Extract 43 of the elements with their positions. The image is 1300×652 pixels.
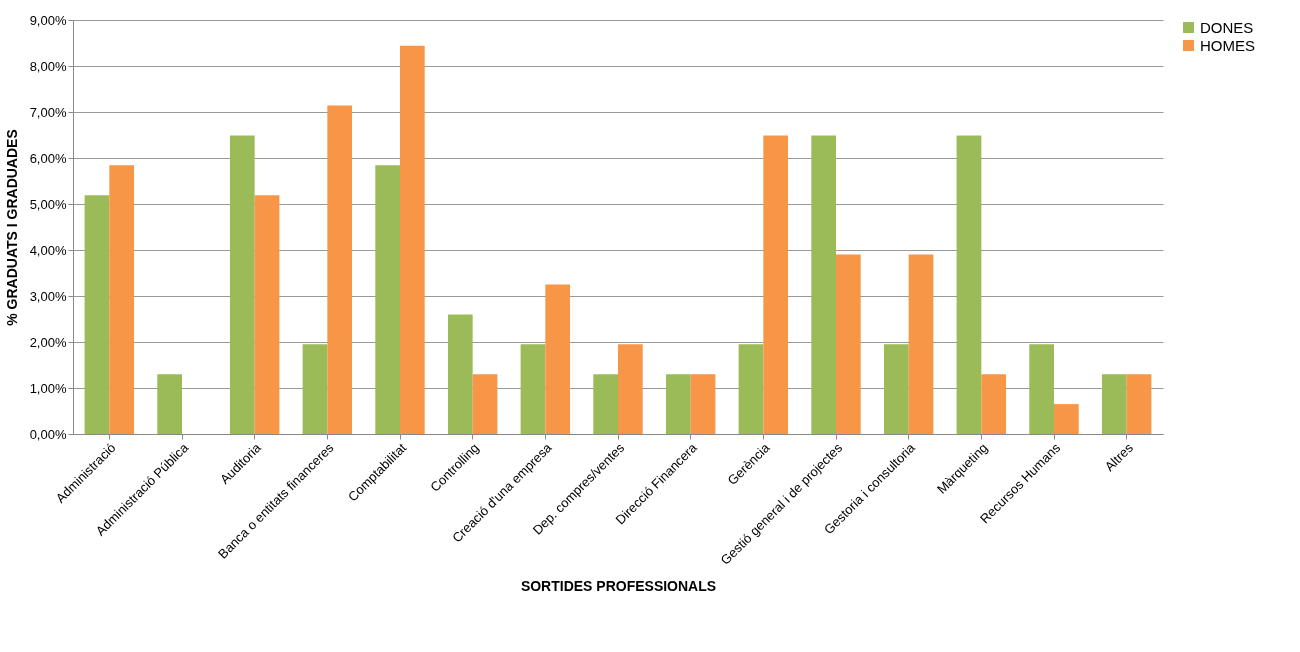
bar: [520, 344, 546, 434]
legend-label: DONES: [1200, 18, 1254, 36]
bar: [738, 344, 764, 434]
bar: [375, 165, 400, 434]
bar: [254, 195, 280, 434]
bar: [302, 344, 328, 434]
bar: [665, 374, 691, 434]
y-tick-label: 3,00%: [29, 288, 67, 304]
bar: [811, 135, 836, 434]
bar: [157, 374, 182, 434]
y-tick-label: 2,00%: [29, 334, 67, 350]
bar: [618, 344, 643, 434]
bar: [981, 374, 1007, 434]
bar: [763, 135, 789, 434]
bar: [1029, 344, 1054, 434]
bar: [956, 135, 982, 434]
bar: [836, 254, 861, 434]
x-axis-title: SORTIDES PROFESSIONALS: [520, 577, 717, 594]
bar: [1126, 374, 1152, 434]
y-tick-label: 0,00%: [29, 426, 67, 442]
y-axis-title: % GRADUATS I GRADUADES: [3, 129, 20, 326]
bar: [327, 105, 353, 434]
legend-label: HOMES: [1200, 36, 1256, 54]
bar: [84, 195, 110, 434]
bar: [690, 374, 716, 434]
y-tick-label: 9,00%: [29, 12, 67, 28]
bar: [229, 135, 255, 434]
y-tick-label: 1,00%: [29, 380, 67, 396]
bar: [545, 284, 571, 434]
y-tick-label: 8,00%: [29, 58, 67, 74]
bar: [1054, 404, 1079, 434]
y-tick-label: 5,00%: [29, 196, 67, 212]
bar: [1101, 374, 1127, 434]
y-tick-label: 4,00%: [29, 242, 67, 258]
bar: [593, 374, 618, 434]
bar: [472, 374, 498, 434]
bar: [447, 314, 473, 434]
y-tick-label: 6,00%: [29, 150, 67, 166]
bar: [400, 45, 425, 434]
bar: [109, 165, 135, 434]
y-tick-label: 7,00%: [29, 104, 67, 120]
bar: [883, 344, 909, 434]
bar: [908, 254, 934, 434]
